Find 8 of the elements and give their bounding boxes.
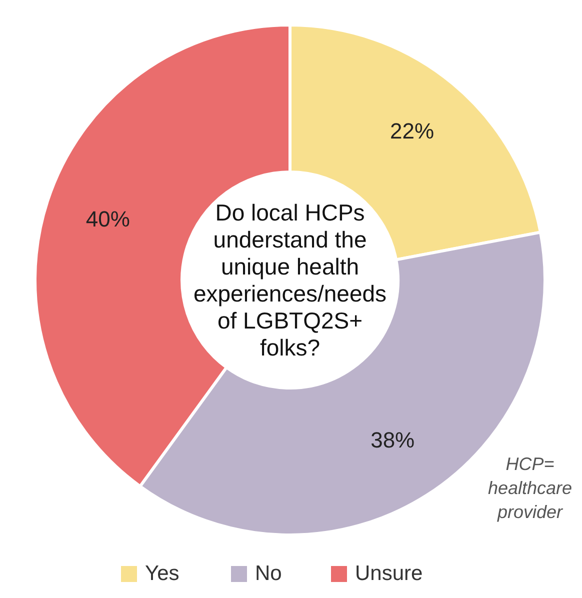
legend-label: No — [255, 562, 282, 585]
data-label: 38% — [370, 428, 415, 452]
text: HCP= healthcare provider — [488, 454, 572, 522]
legend-label: Yes — [145, 562, 180, 585]
legend-label: Unsure — [355, 562, 423, 585]
data-label: 40% — [86, 206, 130, 232]
text: Do local HCPs understand the unique health experiences/needs of LGBTQ2S+ folks? — [193, 200, 387, 360]
data-label: 22% — [390, 118, 434, 144]
